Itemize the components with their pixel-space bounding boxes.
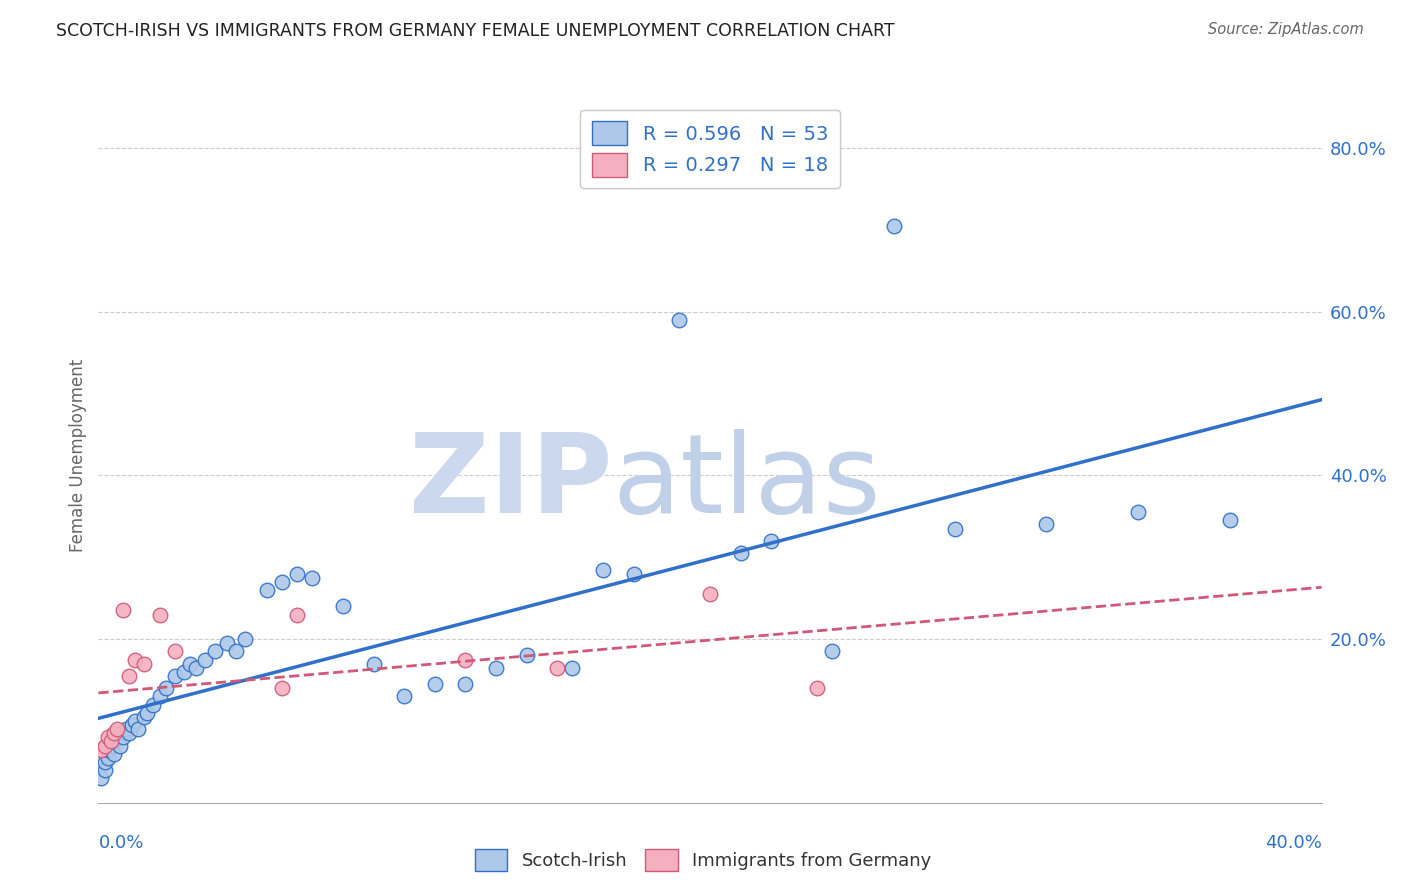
Point bbox=[454, 677, 477, 691]
Point bbox=[134, 710, 156, 724]
Point bbox=[1128, 505, 1150, 519]
Text: 0.0%: 0.0% bbox=[98, 834, 143, 852]
Point bbox=[179, 657, 201, 671]
Point bbox=[699, 587, 721, 601]
Point bbox=[256, 582, 278, 597]
Point bbox=[225, 644, 247, 658]
Point bbox=[93, 739, 115, 753]
Point bbox=[97, 731, 120, 745]
Point bbox=[127, 722, 149, 736]
Text: SCOTCH-IRISH VS IMMIGRANTS FROM GERMANY FEMALE UNEMPLOYMENT CORRELATION CHART: SCOTCH-IRISH VS IMMIGRANTS FROM GERMANY … bbox=[56, 22, 894, 40]
Point bbox=[97, 751, 120, 765]
Point bbox=[392, 690, 416, 704]
Point bbox=[173, 665, 195, 679]
Point bbox=[454, 652, 477, 666]
Point bbox=[136, 706, 159, 720]
Point bbox=[93, 763, 115, 777]
Point bbox=[97, 742, 120, 756]
Point bbox=[155, 681, 177, 696]
Point bbox=[806, 681, 828, 696]
Point bbox=[105, 731, 128, 745]
Point bbox=[332, 599, 354, 614]
Point bbox=[270, 574, 292, 589]
Text: ZIP: ZIP bbox=[409, 429, 612, 536]
Point bbox=[103, 734, 125, 748]
Point bbox=[215, 636, 238, 650]
Point bbox=[90, 771, 112, 785]
Point bbox=[111, 731, 134, 745]
Point bbox=[149, 607, 172, 622]
Point bbox=[363, 657, 385, 671]
Point bbox=[759, 533, 782, 548]
Point bbox=[301, 571, 323, 585]
Point bbox=[943, 522, 966, 536]
Point bbox=[100, 739, 122, 753]
Point bbox=[100, 734, 122, 748]
Point bbox=[233, 632, 256, 646]
Point bbox=[186, 661, 208, 675]
Point bbox=[285, 607, 308, 622]
Point bbox=[485, 661, 508, 675]
Point bbox=[103, 726, 125, 740]
Point bbox=[592, 562, 614, 576]
Point bbox=[103, 747, 125, 761]
Point bbox=[124, 714, 146, 728]
Point bbox=[204, 644, 226, 658]
Y-axis label: Female Unemployment: Female Unemployment bbox=[69, 359, 87, 551]
Text: atlas: atlas bbox=[612, 429, 880, 536]
Point bbox=[121, 718, 143, 732]
Point bbox=[668, 313, 690, 327]
Point bbox=[134, 657, 156, 671]
Point bbox=[883, 219, 905, 233]
Point bbox=[270, 681, 292, 696]
Point bbox=[546, 661, 568, 675]
Point bbox=[1219, 513, 1241, 527]
Point bbox=[194, 652, 217, 666]
Point bbox=[115, 722, 138, 736]
Point bbox=[111, 603, 134, 617]
Legend: Scotch-Irish, Immigrants from Germany: Scotch-Irish, Immigrants from Germany bbox=[467, 842, 939, 879]
Point bbox=[821, 644, 844, 658]
Text: 40.0%: 40.0% bbox=[1265, 834, 1322, 852]
Legend: R = 0.596   N = 53, R = 0.297   N = 18: R = 0.596 N = 53, R = 0.297 N = 18 bbox=[581, 110, 839, 188]
Point bbox=[90, 742, 112, 756]
Point bbox=[118, 726, 141, 740]
Point bbox=[118, 669, 141, 683]
Point bbox=[163, 669, 186, 683]
Text: Source: ZipAtlas.com: Source: ZipAtlas.com bbox=[1208, 22, 1364, 37]
Point bbox=[561, 661, 583, 675]
Point bbox=[108, 739, 131, 753]
Point bbox=[142, 698, 165, 712]
Point bbox=[1035, 517, 1057, 532]
Point bbox=[105, 722, 128, 736]
Point bbox=[516, 648, 538, 663]
Point bbox=[163, 644, 186, 658]
Point bbox=[730, 546, 752, 560]
Point bbox=[149, 690, 172, 704]
Point bbox=[285, 566, 308, 581]
Point bbox=[423, 677, 446, 691]
Point bbox=[93, 755, 115, 769]
Point bbox=[124, 652, 146, 666]
Point bbox=[623, 566, 645, 581]
